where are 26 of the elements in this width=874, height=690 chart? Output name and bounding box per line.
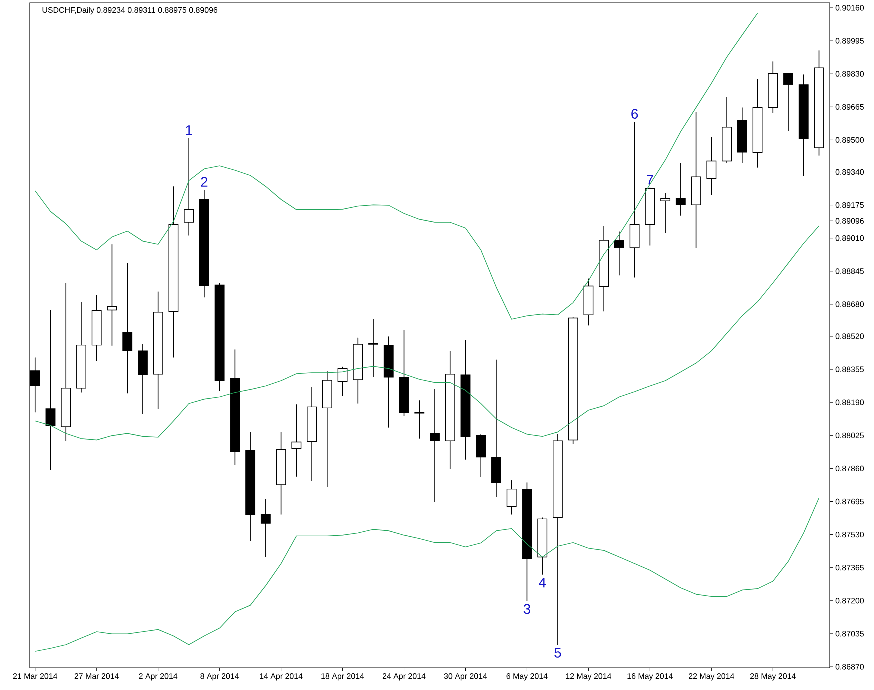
line-series (35, 226, 820, 441)
candlestick (706, 136, 717, 196)
candlestick (430, 388, 440, 503)
candlestick (784, 74, 794, 132)
candlestick (368, 318, 378, 378)
annotation: 4 (539, 578, 546, 588)
candlestick (122, 262, 133, 394)
candlestick (46, 310, 56, 471)
candlestick (292, 404, 302, 478)
candlestick (260, 498, 271, 558)
candlestick (414, 400, 425, 440)
candlestick (338, 366, 348, 397)
annotation: 2 (201, 177, 208, 187)
candlestick (476, 434, 486, 478)
candlestick (614, 231, 624, 276)
candlestick (506, 480, 517, 516)
annotation: 7 (647, 175, 654, 185)
candlestick (660, 192, 671, 234)
candlestick (676, 163, 686, 216)
annotation: 1 (186, 126, 192, 136)
candlestick (184, 138, 194, 236)
annotation: 3 (524, 604, 530, 614)
annotation: 6 (632, 109, 638, 119)
candlestick (107, 244, 118, 346)
annotation: 5 (554, 648, 562, 658)
candlestick (630, 122, 640, 278)
